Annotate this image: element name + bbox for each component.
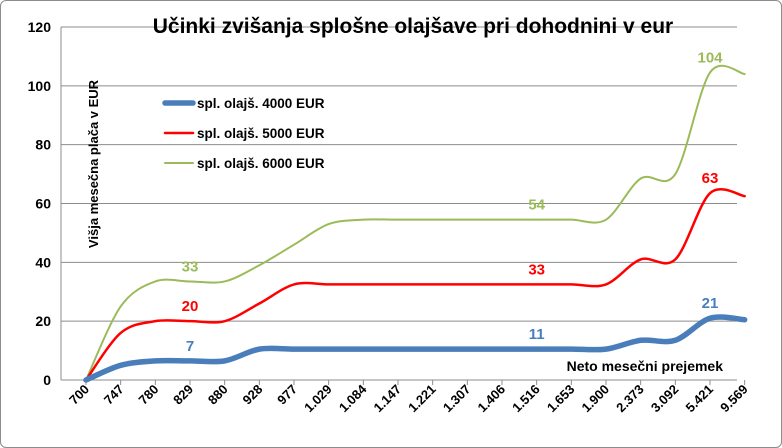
x-tick-label: 829 — [170, 382, 196, 408]
data-label: 63 — [702, 170, 719, 187]
y-tick-label: 120 — [28, 19, 52, 35]
x-tick-label: 780 — [136, 382, 162, 408]
x-tick-label: 1.147 — [371, 382, 405, 416]
legend: spl. olajš. 4000 EUR spl. olajš. 5000 EUR… — [162, 96, 325, 171]
x-tick-label: 747 — [101, 382, 127, 408]
data-label: 104 — [697, 50, 723, 67]
x-tick-label: 5.421 — [683, 382, 717, 416]
x-tick-label: 880 — [205, 382, 231, 408]
chart-title: Učinki zvišanja splošne olajšave pri doh… — [153, 15, 673, 38]
x-tick-label: 2.373 — [613, 382, 647, 416]
data-label: 21 — [702, 295, 719, 312]
x-tick-label: 1.221 — [405, 382, 439, 416]
legend-entry-2: spl. olajš. 5000 EUR — [197, 126, 325, 141]
data-labels: 7 11 21 20 33 63 33 54 104 — [182, 50, 724, 355]
series-line-2 — [84, 188, 746, 382]
x-tick-label: 1.084 — [336, 381, 370, 415]
data-label: 11 — [529, 326, 545, 343]
gridlines — [61, 26, 737, 322]
series-line-3 — [85, 64, 746, 381]
x-tick-label: 1.307 — [440, 382, 474, 416]
y-tick-label: 80 — [35, 137, 51, 153]
data-label: 33 — [182, 258, 199, 275]
legend-entry-3: spl. olajš. 6000 EUR — [197, 156, 325, 171]
series-line-1 — [83, 314, 748, 383]
y-tick-label: 0 — [43, 372, 51, 388]
y-tick-label: 100 — [28, 78, 52, 94]
y-axis-label: Višja mesečna plača v EUR — [86, 79, 101, 248]
x-tick-label: 1.900 — [579, 382, 613, 416]
data-label: 33 — [528, 261, 545, 278]
data-label: 20 — [182, 298, 199, 315]
x-tick-label: 928 — [240, 382, 266, 408]
x-tick-label: 3.092 — [648, 382, 682, 416]
x-tick-label: 1.029 — [301, 382, 335, 416]
y-tick-label: 60 — [35, 196, 51, 212]
legend-entry-1: spl. olajš. 4000 EUR — [197, 96, 325, 111]
x-tick-label: 1.516 — [509, 382, 543, 416]
axes — [60, 27, 746, 385]
x-tick-label: 1.653 — [544, 382, 578, 416]
series-lines — [83, 64, 748, 383]
x-tick-label: 977 — [274, 382, 300, 408]
x-tick-label: 700 — [66, 382, 92, 408]
x-tick-label: 9.569 — [717, 382, 751, 416]
data-label: 7 — [186, 338, 194, 355]
y-tick-labels: 0 20 40 60 80 100 120 — [28, 19, 52, 388]
x-axis-label: Neto mesečni prejemek — [567, 358, 724, 374]
y-tick-label: 20 — [35, 313, 51, 329]
data-label: 54 — [528, 197, 545, 214]
x-tick-label: 1.406 — [475, 382, 509, 416]
x-tick-labels: 700 747 780 829 880 928 977 1.029 1.084 1.147 1.22… — [66, 381, 751, 415]
y-tick-label: 40 — [35, 254, 51, 270]
